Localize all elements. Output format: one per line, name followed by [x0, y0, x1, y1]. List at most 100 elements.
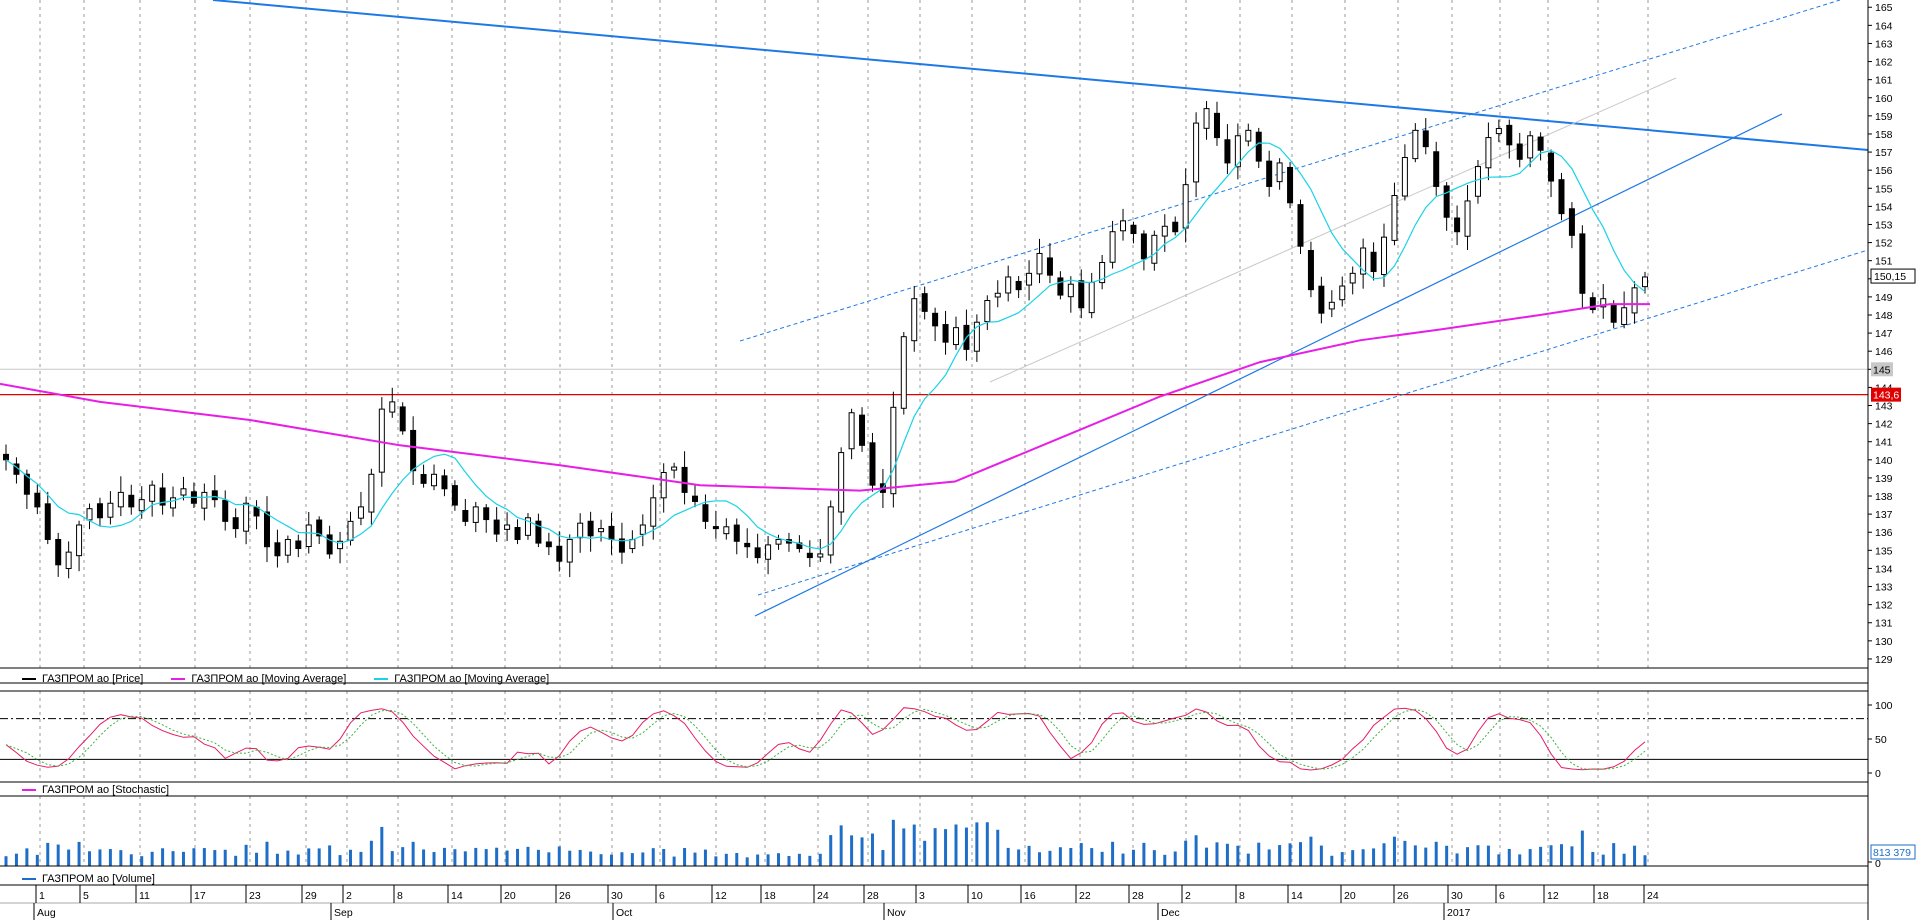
trendline-ascending [754, 113, 1783, 617]
volume-bar-99 [1038, 852, 1042, 866]
legend-entry-price: ГАЗПРОМ ао [Price] [22, 673, 143, 685]
volume-bar-45 [474, 847, 478, 866]
candle-body-14 [149, 484, 156, 502]
volume-bar-29 [307, 848, 311, 866]
price-tick-label-141: 141 [1875, 437, 1893, 449]
date-tick-label-7: 8 [397, 890, 403, 902]
legend-entry-ma-long: ГАЗПРОМ ао [Moving Average] [171, 673, 346, 685]
candle-body-48 [504, 524, 511, 530]
price-tick-label-136: 136 [1875, 527, 1893, 539]
candle-body-144 [1506, 124, 1513, 146]
volume-bar-82 [860, 837, 864, 866]
candle-body-19 [201, 491, 208, 509]
candle-body-28 [295, 540, 302, 550]
candle-body-20 [211, 490, 218, 501]
candle-body-85 [890, 406, 897, 495]
candle-body-97 [1015, 280, 1022, 291]
volume-bar-20 [213, 850, 217, 866]
volume-bar-126 [1319, 845, 1323, 866]
volume-bar-89 [933, 828, 937, 866]
candle-body-67 [702, 504, 709, 522]
candle-body-106 [1109, 231, 1116, 263]
candle-body-125 [1307, 250, 1314, 291]
candle-body-31 [326, 534, 333, 555]
candle-body-54 [566, 538, 573, 563]
volume-bar-146 [1528, 849, 1532, 866]
volume-bar-38 [401, 847, 405, 866]
volume-bar-65 [683, 847, 687, 866]
vol-tick-label-0: 0 [1875, 858, 1881, 870]
volume-bar-107 [1121, 853, 1125, 866]
volume-bar-11 [119, 850, 123, 866]
candle-body-87 [911, 298, 918, 342]
volume-bar-121 [1267, 849, 1271, 866]
volume-bar-62 [651, 848, 655, 866]
candle-body-122 [1276, 162, 1283, 183]
price-tick-label-130: 130 [1875, 636, 1893, 648]
price-tick-label-148: 148 [1875, 310, 1893, 322]
volume-bar-28 [296, 854, 300, 866]
candle-body-139 [1454, 217, 1461, 233]
volume-panel [4, 819, 1647, 866]
price-tick-label-131: 131 [1875, 618, 1893, 630]
volume-bar-56 [589, 851, 593, 866]
volume-bar-2 [25, 848, 29, 866]
candle-body-135 [1412, 129, 1419, 160]
candle-body-145 [1516, 143, 1523, 160]
month-label-Aug: Aug [37, 907, 56, 919]
candle-body-152 [1589, 297, 1596, 311]
price-tick-label-165: 165 [1875, 2, 1893, 14]
volume-legend: ГАЗПРОМ ао [Volume] [22, 873, 177, 885]
level-143-6-label: 143,6 [1873, 390, 1899, 402]
candle-body-147 [1537, 136, 1544, 151]
price-tick-label-163: 163 [1875, 38, 1893, 50]
price-tick-label-159: 159 [1875, 111, 1893, 123]
volume-bar-135 [1413, 845, 1417, 866]
volume-bar-80 [839, 825, 843, 866]
volume-bar-47 [495, 847, 499, 866]
volume-bar-25 [265, 841, 269, 866]
volume-bar-157 [1643, 855, 1647, 866]
candle-body-29 [305, 524, 312, 548]
legend-label-volume: ГАЗПРОМ ао [Volume] [42, 873, 155, 885]
date-tick-label-0: 1 [39, 890, 45, 902]
candle-body-43 [451, 485, 458, 506]
volume-last-label: 813 379 [1873, 847, 1911, 859]
candle-body-99 [1036, 252, 1043, 275]
volume-bar-155 [1622, 853, 1626, 866]
volume-bar-145 [1518, 854, 1522, 866]
volume-bar-22 [234, 855, 238, 866]
candle-body-11 [117, 491, 124, 508]
candle-body-118 [1234, 135, 1241, 168]
volume-bar-120 [1257, 842, 1261, 866]
volume-bar-40 [422, 849, 426, 866]
candle-body-33 [347, 520, 354, 541]
price-tick-label-146: 146 [1875, 346, 1893, 358]
candle-body-132 [1381, 236, 1388, 276]
candle-body-136 [1422, 130, 1429, 148]
date-tick-label-2: 11 [139, 890, 150, 902]
volume-bar-128 [1340, 852, 1344, 866]
volume-bar-154 [1612, 843, 1616, 866]
volume-bar-114 [1194, 835, 1198, 866]
candle-body-2 [23, 473, 30, 495]
volume-bar-6 [67, 849, 71, 866]
legend-swatch-stochastic [22, 789, 36, 791]
volume-bar-127 [1330, 855, 1334, 866]
candle-body-30 [316, 519, 323, 537]
volume-bar-8 [88, 851, 92, 866]
volume-bar-147 [1539, 846, 1543, 866]
date-tick-label-22: 2 [1185, 890, 1191, 902]
date-tick-label-18: 10 [971, 890, 983, 902]
price-tick-label-156: 156 [1875, 165, 1893, 177]
candle-body-15 [159, 487, 166, 506]
volume-bar-79 [829, 835, 833, 866]
candle-body-133 [1391, 195, 1398, 241]
candle-body-126 [1318, 285, 1325, 314]
candle-body-148 [1548, 152, 1555, 182]
volume-bar-13 [140, 856, 144, 866]
candle-body-138 [1443, 185, 1450, 218]
level-145-label: 145 [1873, 364, 1891, 376]
volume-bar-156 [1633, 845, 1637, 866]
